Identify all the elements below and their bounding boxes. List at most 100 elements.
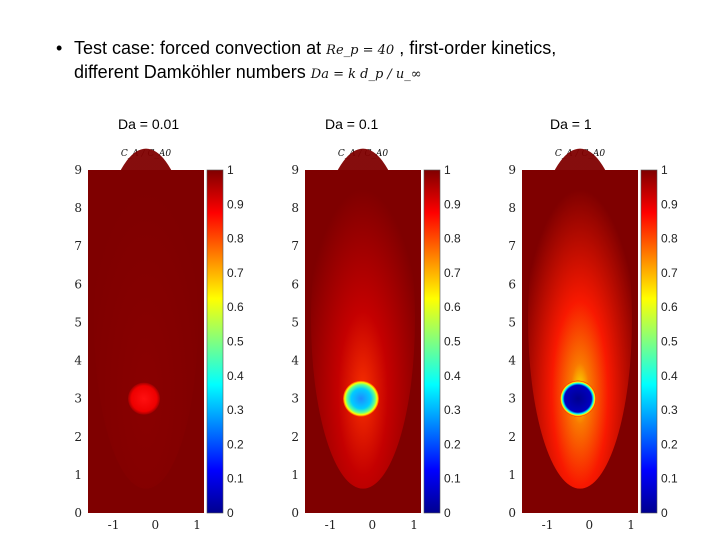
y-tick-label: 9 <box>508 163 516 177</box>
colorbar-tick-label: 1 <box>444 163 451 177</box>
y-tick-label: 4 <box>74 354 82 368</box>
colorbar-tick-label: 0.2 <box>444 437 461 451</box>
colorbar-tick-label: 0.7 <box>661 266 678 280</box>
y-tick-label: 6 <box>74 277 82 291</box>
x-tick-label: 0 <box>151 518 159 532</box>
x-tick-label: 1 <box>193 518 201 532</box>
wake-region <box>311 148 415 489</box>
colorbar-tick-label: 0.3 <box>227 403 244 417</box>
colorbar-frame <box>423 169 441 514</box>
colorbar-tick-label: 0.9 <box>661 197 678 211</box>
y-tick-label: 4 <box>508 354 516 368</box>
colorbar-tick-label: 0.9 <box>444 197 461 211</box>
panel-label-da-1: Da = 1 <box>550 116 592 132</box>
colorbar-tick-label: 0 <box>444 506 451 520</box>
colorbar-tick-label: 0.6 <box>661 300 678 314</box>
y-tick-label: 1 <box>291 468 299 482</box>
slide-line-2: different Damköhler numbers Da = k d_p /… <box>74 60 422 87</box>
colorbar-tick-label: 0.1 <box>227 472 244 486</box>
y-tick-label: 6 <box>508 277 516 291</box>
damkohler-formula: Da = k d_p / u_∞ <box>310 67 422 82</box>
x-tick-label: 0 <box>368 518 376 532</box>
y-tick-label: 0 <box>508 506 516 520</box>
panel-label-da-001: Da = 0.01 <box>118 116 180 132</box>
wake-region <box>528 148 632 489</box>
y-tick-label: 2 <box>508 430 516 444</box>
sphere-particle <box>560 380 596 417</box>
colorbar-tick-label: 0.7 <box>227 266 244 280</box>
sphere-particle <box>128 382 160 415</box>
y-tick-label: 5 <box>74 315 82 329</box>
colorbar-tick-label: 0.3 <box>661 403 678 417</box>
y-tick-label: 1 <box>508 468 516 482</box>
colorbar-tick-label: 0.9 <box>227 197 244 211</box>
colorbar-tick-label: 0.2 <box>227 437 244 451</box>
y-tick-label: 3 <box>291 392 299 406</box>
y-tick-label: 7 <box>291 239 299 253</box>
line1-suffix: , first-order kinetics, <box>399 38 557 58</box>
line2-prefix: different Damköhler numbers <box>74 62 306 82</box>
wake-region <box>94 148 198 489</box>
colorbar-tick-label: 0.4 <box>444 369 461 383</box>
y-tick-label: 3 <box>74 392 82 406</box>
colorbar-tick-label: 0.1 <box>661 472 678 486</box>
y-tick-label: 8 <box>508 201 516 215</box>
line1-prefix: Test case: forced convection at <box>74 38 322 58</box>
colorbar <box>424 170 440 513</box>
y-tick-label: 3 <box>508 392 516 406</box>
contour-plot-da-001: C_A / C_A00123456789-10100.10.20.30.40.5… <box>66 140 256 535</box>
contour-plot-da-01: C_A / C_A00123456789-10100.10.20.30.40.5… <box>283 140 473 535</box>
colorbar-frame <box>206 169 224 514</box>
y-tick-label: 7 <box>508 239 516 253</box>
colorbar-tick-label: 0.5 <box>444 335 461 349</box>
colorbar-tick-label: 0.4 <box>661 369 678 383</box>
colorbar-tick-label: 0.5 <box>661 335 678 349</box>
y-tick-label: 5 <box>508 315 516 329</box>
contour-svg: C_A / C_A00123456789-10100.10.20.30.40.5… <box>508 148 678 532</box>
panel-label-da-01: Da = 0.1 <box>325 116 379 132</box>
colorbar-tick-label: 0.6 <box>444 300 461 314</box>
colorbar-tick-label: 1 <box>661 163 668 177</box>
colorbar-tick-label: 0.1 <box>444 472 461 486</box>
colorbar-tick-label: 0.8 <box>227 232 244 246</box>
contour-svg: C_A / C_A00123456789-10100.10.20.30.40.5… <box>291 148 461 532</box>
colorbar-tick-label: 0.7 <box>444 266 461 280</box>
colorbar <box>207 170 223 513</box>
colorbar-tick-label: 0.5 <box>227 335 244 349</box>
y-tick-label: 9 <box>74 163 82 177</box>
y-tick-label: 7 <box>74 239 82 253</box>
x-tick-label: -1 <box>108 518 120 532</box>
sphere-particle <box>343 380 379 417</box>
colorbar-tick-label: 0.8 <box>661 232 678 246</box>
y-tick-label: 9 <box>291 163 299 177</box>
y-tick-label: 8 <box>74 201 82 215</box>
contour-svg: C_A / C_A00123456789-10100.10.20.30.40.5… <box>74 148 244 532</box>
x-tick-label: -1 <box>542 518 554 532</box>
y-tick-label: 8 <box>291 201 299 215</box>
colorbar-frame <box>640 169 658 514</box>
x-tick-label: 0 <box>585 518 593 532</box>
y-tick-label: 2 <box>291 430 299 444</box>
y-tick-label: 5 <box>291 315 299 329</box>
y-tick-label: 0 <box>291 506 299 520</box>
y-tick-label: 0 <box>74 506 82 520</box>
colorbar-tick-label: 1 <box>227 163 234 177</box>
colorbar-tick-label: 0.2 <box>661 437 678 451</box>
colorbar-tick-label: 0.8 <box>444 232 461 246</box>
x-tick-label: -1 <box>325 518 337 532</box>
y-tick-label: 6 <box>291 277 299 291</box>
colorbar-tick-label: 0 <box>661 506 668 520</box>
slide-line-1: Test case: forced convection at Re_p = 4… <box>74 36 556 63</box>
contour-plot-da-1: C_A / C_A00123456789-10100.10.20.30.40.5… <box>500 140 690 535</box>
colorbar-tick-label: 0 <box>227 506 234 520</box>
x-tick-label: 1 <box>627 518 635 532</box>
reynolds-formula: Re_p = 40 <box>326 43 395 58</box>
colorbar-tick-label: 0.4 <box>227 369 244 383</box>
colorbar <box>641 170 657 513</box>
y-tick-label: 4 <box>291 354 299 368</box>
colorbar-tick-label: 0.6 <box>227 300 244 314</box>
y-tick-label: 2 <box>74 430 82 444</box>
y-tick-label: 1 <box>74 468 82 482</box>
colorbar-tick-label: 0.3 <box>444 403 461 417</box>
x-tick-label: 1 <box>410 518 418 532</box>
